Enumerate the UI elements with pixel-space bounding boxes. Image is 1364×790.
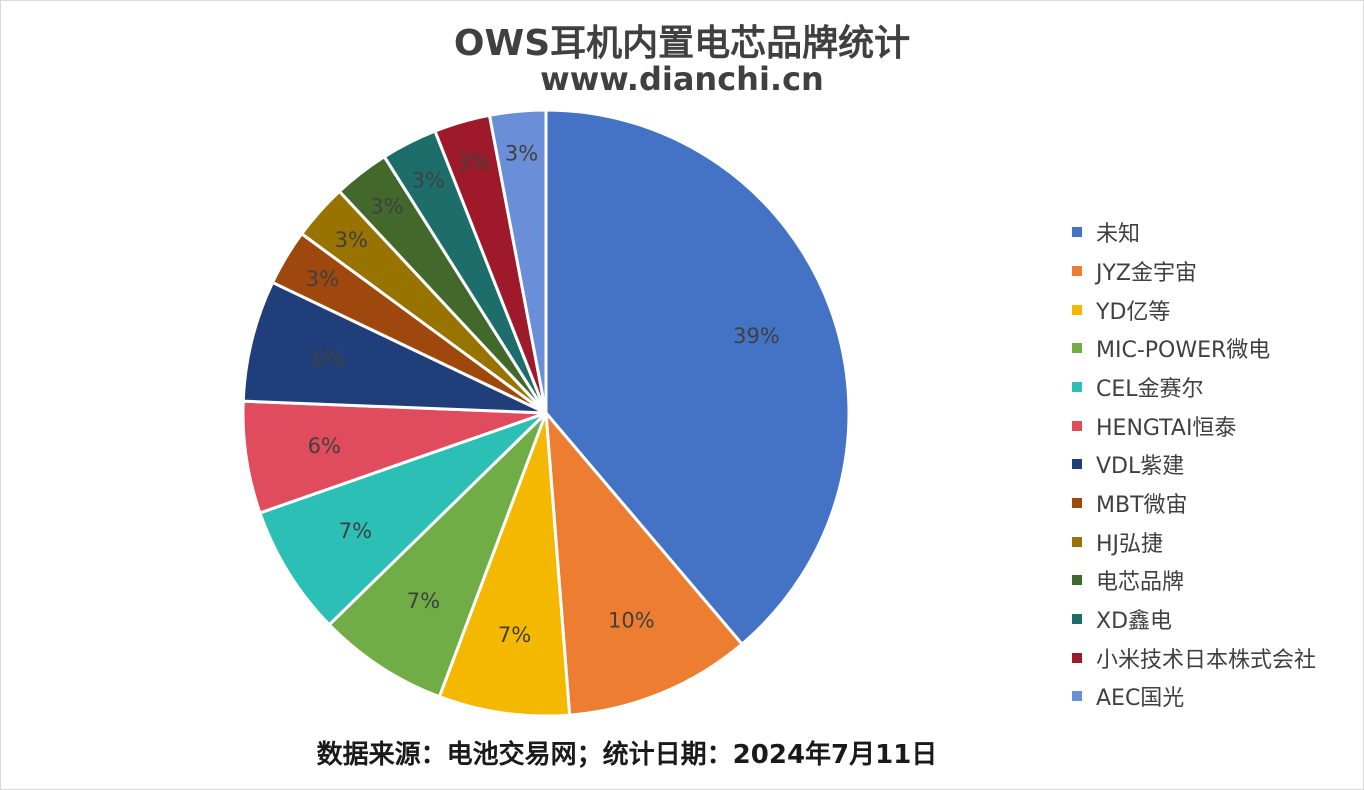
legend-item: HJ弘捷 (1072, 522, 1316, 561)
legend-swatch (1072, 304, 1082, 315)
legend-item: HENGTAI恒泰 (1072, 406, 1316, 445)
data-label-11: 3% (457, 151, 490, 175)
data-label-12: 3% (505, 142, 538, 166)
legend-label: 小米技术日本株式会社 (1096, 647, 1317, 673)
legend-item: 未知 (1072, 213, 1316, 252)
legend-item: MIC-POWER微电 (1072, 329, 1316, 368)
pie-slices (241, 108, 851, 718)
legend-item: MBT微宙 (1072, 484, 1316, 523)
legend-swatch (1072, 652, 1082, 663)
data-label-5: 6% (308, 434, 341, 458)
data-label-2: 7% (498, 623, 531, 647)
legend-item: JYZ金宇宙 (1072, 252, 1316, 291)
legend-swatch (1072, 227, 1082, 238)
legend-swatch (1072, 691, 1082, 702)
pie-slice-0 (544, 108, 851, 647)
legend-swatch (1072, 343, 1082, 354)
data-label-1: 10% (608, 608, 655, 632)
legend-swatch (1072, 420, 1082, 431)
legend-item: 小米技术日本株式会社 (1072, 638, 1316, 677)
legend-label: YD亿等 (1096, 299, 1171, 325)
legend-label: 未知 (1096, 222, 1141, 248)
legend-item: YD亿等 (1072, 290, 1316, 329)
pie-data-labels: 39%10%7%7%7%6%6%3%3%3%3%3% 3% (306, 142, 780, 647)
data-label-4: 7% (339, 519, 372, 543)
legend-label: HJ弘捷 (1096, 531, 1164, 557)
pie-slice-2 (437, 412, 572, 718)
legend-label: 电芯品牌 (1096, 570, 1185, 596)
legend-item: VDL紫建 (1072, 445, 1316, 484)
legend-label: MIC-POWER微电 (1096, 338, 1271, 364)
legend-item: 电芯品牌 (1072, 561, 1316, 600)
pie-slice-1 (544, 408, 745, 717)
data-label-6: 6% (312, 347, 345, 371)
legend-swatch (1072, 575, 1082, 586)
data-label-3: 7% (407, 589, 440, 613)
data-label-9: 3% (370, 195, 403, 219)
data-label-7: 3% (306, 267, 339, 291)
legend-label: CEL金赛尔 (1096, 376, 1204, 402)
data-label-10: 3% (412, 169, 445, 193)
pie-slice-6 (241, 280, 547, 415)
legend-item: AEC国光 (1072, 677, 1316, 716)
pie-slice-12 (487, 108, 548, 414)
legend-swatch (1072, 459, 1082, 470)
legend-label: HENGTAI恒泰 (1096, 415, 1237, 441)
data-label-8: 3% (335, 228, 368, 252)
legend-swatch (1072, 265, 1082, 276)
legend-swatch (1072, 381, 1082, 392)
chart-subtitle: www.dianchi.cn (540, 60, 824, 98)
source-note: 数据来源：电池交易网；统计日期：2024年7月11日 (316, 740, 938, 770)
legend-swatch (1072, 536, 1082, 547)
legend-label: MBT微宙 (1096, 492, 1188, 518)
legend-label: AEC国光 (1096, 686, 1185, 712)
chart-title: OWS耳机内置电芯品牌统计 (453, 23, 911, 64)
legend-swatch (1072, 497, 1082, 508)
pie-slice-4 (258, 411, 548, 627)
legend-swatch (1072, 613, 1082, 624)
legend-label: JYZ金宇宙 (1096, 260, 1197, 286)
legend-item: XD鑫电 (1072, 600, 1316, 639)
legend-item: CEL金赛尔 (1072, 368, 1316, 407)
pie-slice-3 (327, 411, 548, 699)
chart-legend: 未知 JYZ金宇宙 YD亿等 MIC-POWER微电 CEL金赛尔 HENGTAI恒泰 VD… (1072, 213, 1316, 716)
legend-label: VDL紫建 (1096, 454, 1185, 480)
legend-label: XD鑫电 (1096, 608, 1173, 634)
data-label-0: 39% (733, 324, 780, 348)
